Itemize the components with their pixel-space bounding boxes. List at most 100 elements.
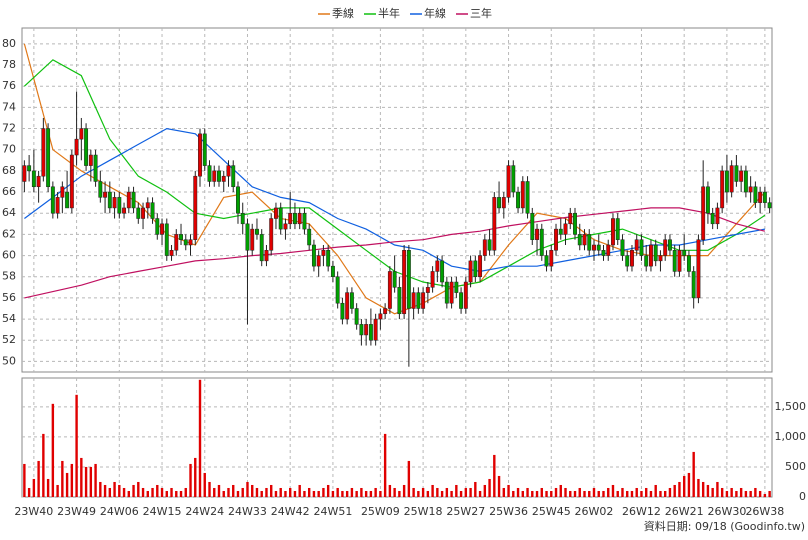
candle-body [615, 218, 620, 240]
candle-body [582, 234, 587, 246]
volume-bar [279, 487, 282, 497]
volume-bar [464, 487, 468, 497]
volume-bar [217, 484, 221, 497]
candle-body [302, 212, 307, 230]
candle-body [368, 324, 373, 341]
candle-body [539, 228, 544, 256]
candle-body [653, 244, 658, 262]
volume-bar [440, 490, 444, 497]
candle-body [207, 165, 212, 182]
volume-bar [663, 490, 667, 497]
candle-body [383, 308, 388, 315]
volume-bar [179, 490, 183, 497]
x-tick-label: 25W18 [404, 505, 443, 518]
volume-bar [611, 484, 615, 497]
volume-bar [260, 490, 263, 497]
volume-bar [165, 490, 168, 497]
volume-bar [497, 475, 501, 497]
y-tick-label: 62 [2, 227, 16, 240]
volume-bar [621, 487, 624, 497]
candle-body [212, 170, 217, 182]
candle-body [421, 292, 426, 309]
x-tick-label: 25W09 [361, 505, 400, 518]
volume-bar [208, 481, 211, 497]
volume-bar [122, 487, 126, 497]
candle-body [98, 181, 103, 198]
candle-body [179, 234, 183, 240]
candle-body [487, 239, 492, 251]
volume-bar [113, 481, 116, 497]
volume-bar [170, 487, 173, 497]
x-tick-label: 26W02 [575, 505, 614, 518]
candle-body [573, 212, 577, 235]
volume-bar [312, 490, 316, 497]
candle-body [378, 313, 383, 320]
candle-body [41, 128, 46, 177]
volume-bar [493, 454, 496, 497]
y-tick-label: 72 [2, 122, 16, 135]
candle-body [326, 250, 331, 267]
volume-bar [701, 481, 705, 497]
candle-body [720, 170, 725, 209]
volume-bar [127, 490, 131, 497]
volume-bar [725, 490, 729, 497]
candle-body [231, 165, 236, 188]
volume-bar [635, 487, 638, 497]
candle-body [587, 234, 592, 251]
candle-body [482, 239, 487, 256]
volume-bar [360, 487, 363, 497]
volume-bar [236, 490, 240, 497]
volume-bar [564, 487, 567, 497]
volume-bar [265, 487, 268, 497]
candle-body [202, 133, 207, 166]
volume-bar [645, 487, 648, 497]
candle-body [264, 250, 269, 262]
volume-bar [573, 490, 577, 497]
volume-bar [288, 487, 292, 497]
y-tick-label: 56 [2, 291, 16, 304]
y2-tick-label: 1,500 [775, 400, 807, 413]
volume-bar [526, 487, 529, 497]
volume-bar [659, 490, 662, 497]
x-tick-label: 25W45 [532, 505, 571, 518]
volume-bar [203, 472, 206, 497]
candle-body [563, 223, 568, 235]
candle-body [710, 212, 715, 225]
volume-bar [369, 490, 373, 497]
candle-body [93, 154, 98, 182]
candle-body [611, 218, 615, 246]
volume-bar [184, 487, 187, 497]
volume-bar [445, 487, 449, 497]
volume-bar [654, 484, 657, 497]
volume-bar [46, 478, 50, 497]
volume-bar [550, 490, 553, 497]
volume-bar [474, 481, 477, 497]
volume-bar [51, 403, 55, 497]
volume-bar [431, 484, 434, 497]
candle-body [250, 228, 255, 251]
candle-body [335, 276, 340, 304]
candle-body [463, 281, 468, 309]
candle-body [468, 260, 473, 283]
candle-body [387, 271, 392, 309]
volume-bar [597, 490, 600, 497]
volume-bar [383, 433, 387, 497]
volume-bar [393, 487, 396, 497]
candle-body [103, 191, 108, 198]
volume-bar [768, 490, 771, 497]
candle-body [283, 223, 288, 230]
candle-body [425, 287, 430, 293]
volume-bar [274, 490, 278, 497]
volume-bar [402, 484, 406, 497]
volume-bar [251, 484, 254, 497]
y-tick-label: 52 [2, 333, 16, 346]
volume-bar [84, 466, 88, 497]
candle-body [84, 128, 89, 166]
candle-body [46, 128, 51, 188]
volume-bar [450, 490, 453, 497]
volume-bar [616, 490, 619, 497]
volume-bar [668, 487, 672, 497]
candle-body [345, 292, 350, 320]
candle-body [634, 239, 639, 251]
y-tick-label: 74 [2, 100, 16, 113]
